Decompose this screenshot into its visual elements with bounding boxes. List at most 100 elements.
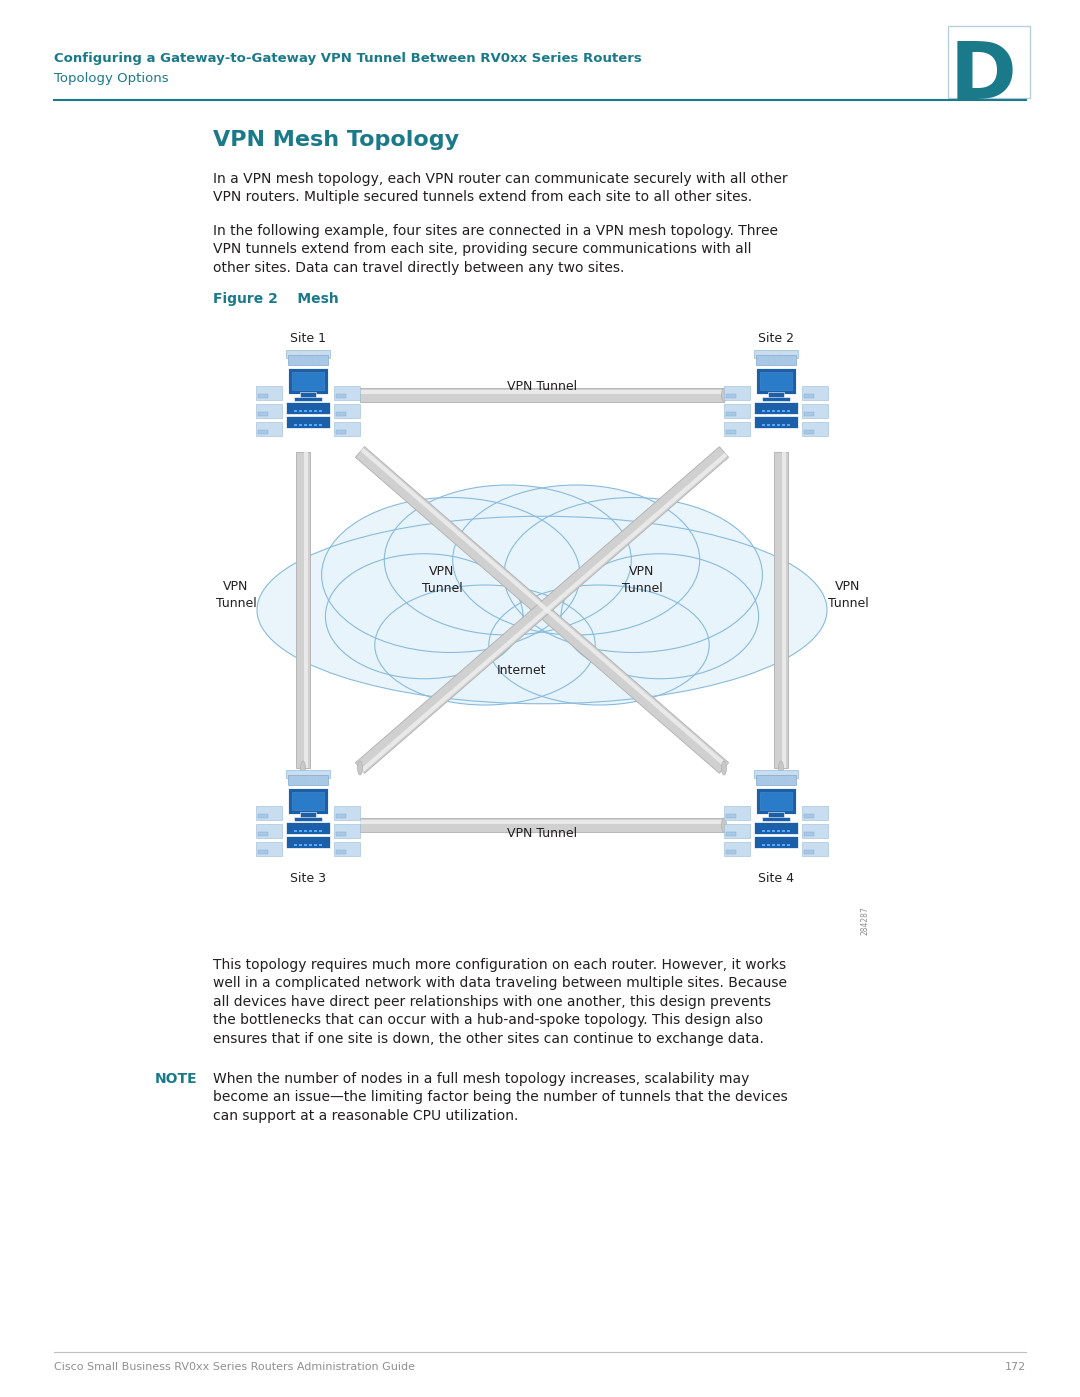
FancyBboxPatch shape — [767, 844, 770, 847]
Text: 284287: 284287 — [860, 907, 869, 935]
FancyBboxPatch shape — [319, 425, 322, 426]
Text: In a VPN mesh topology, each VPN router can communicate securely with all other
: In a VPN mesh topology, each VPN router … — [213, 172, 787, 204]
FancyBboxPatch shape — [756, 355, 796, 365]
Ellipse shape — [779, 761, 783, 775]
FancyBboxPatch shape — [756, 775, 796, 785]
FancyBboxPatch shape — [756, 367, 796, 394]
FancyBboxPatch shape — [303, 409, 307, 412]
Ellipse shape — [561, 553, 758, 679]
Text: VPN
Tunnel: VPN Tunnel — [216, 580, 256, 610]
Polygon shape — [360, 819, 724, 833]
FancyBboxPatch shape — [319, 830, 322, 833]
FancyBboxPatch shape — [767, 409, 770, 412]
FancyBboxPatch shape — [762, 397, 789, 401]
FancyBboxPatch shape — [336, 430, 346, 434]
Text: D: D — [950, 38, 1017, 116]
FancyBboxPatch shape — [256, 404, 282, 418]
FancyBboxPatch shape — [726, 833, 735, 835]
FancyBboxPatch shape — [314, 844, 318, 847]
FancyBboxPatch shape — [286, 416, 330, 427]
Text: When the number of nodes in a full mesh topology increases, scalability may
beco: When the number of nodes in a full mesh … — [213, 1071, 787, 1123]
FancyBboxPatch shape — [804, 394, 814, 398]
FancyBboxPatch shape — [258, 394, 268, 398]
FancyBboxPatch shape — [762, 817, 789, 821]
FancyBboxPatch shape — [258, 849, 268, 854]
FancyBboxPatch shape — [286, 402, 330, 414]
FancyBboxPatch shape — [802, 806, 828, 820]
Ellipse shape — [257, 517, 827, 704]
FancyBboxPatch shape — [288, 788, 328, 814]
FancyBboxPatch shape — [767, 830, 770, 833]
FancyBboxPatch shape — [258, 833, 268, 835]
FancyBboxPatch shape — [334, 422, 360, 436]
FancyBboxPatch shape — [772, 830, 775, 833]
Polygon shape — [361, 453, 728, 773]
FancyBboxPatch shape — [804, 412, 814, 416]
Text: Figure 2    Mesh: Figure 2 Mesh — [213, 292, 339, 306]
FancyBboxPatch shape — [768, 393, 784, 398]
FancyBboxPatch shape — [300, 812, 316, 819]
Text: Topology Options: Topology Options — [54, 73, 168, 85]
Text: Configuring a Gateway-to-Gateway VPN Tunnel Between RV0xx Series Routers: Configuring a Gateway-to-Gateway VPN Tun… — [54, 52, 642, 66]
FancyBboxPatch shape — [754, 835, 798, 848]
Text: VPN Tunnel: VPN Tunnel — [507, 827, 577, 840]
FancyBboxPatch shape — [299, 844, 302, 847]
FancyBboxPatch shape — [724, 824, 750, 838]
Ellipse shape — [325, 553, 523, 679]
FancyBboxPatch shape — [777, 844, 780, 847]
Text: 172: 172 — [1004, 1362, 1026, 1372]
FancyBboxPatch shape — [294, 817, 322, 821]
FancyBboxPatch shape — [294, 409, 297, 412]
FancyBboxPatch shape — [292, 792, 324, 810]
Ellipse shape — [375, 585, 595, 705]
FancyBboxPatch shape — [258, 430, 268, 434]
FancyBboxPatch shape — [726, 814, 735, 819]
FancyBboxPatch shape — [726, 394, 735, 398]
FancyBboxPatch shape — [286, 821, 330, 834]
FancyBboxPatch shape — [726, 412, 735, 416]
Text: VPN Tunnel: VPN Tunnel — [507, 380, 577, 393]
FancyBboxPatch shape — [802, 386, 828, 400]
FancyBboxPatch shape — [288, 775, 328, 785]
FancyBboxPatch shape — [336, 412, 346, 416]
FancyBboxPatch shape — [294, 425, 297, 426]
Text: VPN
Tunnel: VPN Tunnel — [622, 564, 662, 595]
FancyBboxPatch shape — [294, 397, 322, 401]
FancyBboxPatch shape — [802, 824, 828, 838]
Ellipse shape — [300, 761, 306, 775]
FancyBboxPatch shape — [314, 425, 318, 426]
Ellipse shape — [357, 761, 363, 775]
FancyBboxPatch shape — [772, 425, 775, 426]
Text: Site 1: Site 1 — [291, 332, 326, 345]
FancyBboxPatch shape — [334, 824, 360, 838]
FancyBboxPatch shape — [334, 842, 360, 856]
Ellipse shape — [384, 485, 632, 636]
FancyBboxPatch shape — [288, 355, 328, 365]
FancyBboxPatch shape — [286, 835, 330, 848]
FancyBboxPatch shape — [782, 844, 785, 847]
FancyBboxPatch shape — [300, 393, 316, 398]
Polygon shape — [355, 447, 729, 774]
FancyBboxPatch shape — [787, 425, 789, 426]
FancyBboxPatch shape — [760, 792, 792, 810]
FancyBboxPatch shape — [286, 770, 330, 778]
FancyBboxPatch shape — [334, 404, 360, 418]
FancyBboxPatch shape — [314, 409, 318, 412]
FancyBboxPatch shape — [802, 422, 828, 436]
FancyBboxPatch shape — [303, 425, 307, 426]
FancyBboxPatch shape — [754, 821, 798, 834]
FancyBboxPatch shape — [256, 386, 282, 400]
FancyBboxPatch shape — [802, 842, 828, 856]
Text: NOTE: NOTE — [156, 1071, 198, 1085]
FancyBboxPatch shape — [777, 830, 780, 833]
Polygon shape — [360, 820, 724, 824]
FancyBboxPatch shape — [754, 402, 798, 414]
FancyBboxPatch shape — [754, 770, 798, 778]
FancyBboxPatch shape — [782, 409, 785, 412]
FancyBboxPatch shape — [756, 788, 796, 814]
FancyBboxPatch shape — [762, 844, 765, 847]
FancyBboxPatch shape — [336, 833, 346, 835]
FancyBboxPatch shape — [334, 806, 360, 820]
Polygon shape — [360, 390, 724, 394]
FancyBboxPatch shape — [754, 416, 798, 427]
